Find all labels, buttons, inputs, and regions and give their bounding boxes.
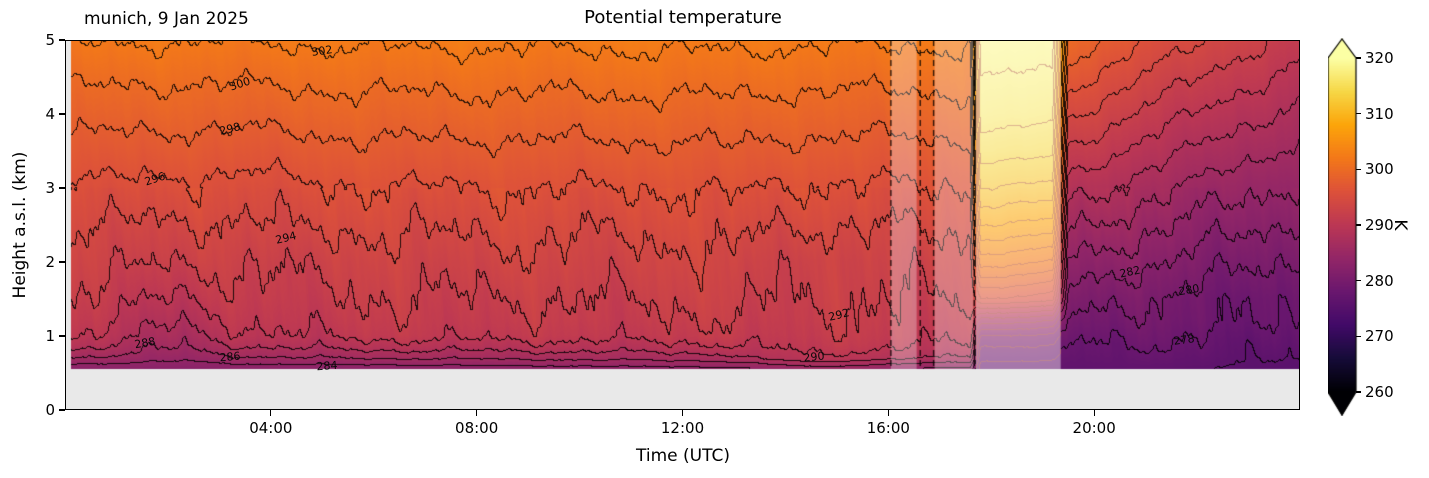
contour-line-label: 284	[316, 358, 339, 373]
station-date-label: munich, 9 Jan 2025	[84, 9, 249, 29]
x-tick-mark	[681, 410, 684, 416]
y-tick-label: 4	[45, 105, 55, 123]
y-tick-mark	[59, 335, 65, 337]
y-tick-mark	[59, 113, 65, 115]
contour-line-label: 278	[1172, 331, 1196, 348]
colorbar-tick-label: 310	[1365, 104, 1394, 123]
x-tick-mark	[476, 410, 478, 416]
x-tick-mark	[887, 410, 889, 416]
x-axis-label: Time (UTC)	[636, 446, 730, 466]
x-tick-label: 20:00	[1072, 419, 1116, 437]
colorbar-axis-label: K	[1390, 219, 1410, 231]
colorbar-tick-label: 290	[1365, 216, 1394, 234]
colorbar-tick-label: 300	[1365, 160, 1394, 179]
y-tick-label: 5	[45, 31, 55, 49]
x-tick-label: 08:00	[455, 419, 499, 437]
chart-title: Potential temperature	[584, 7, 782, 28]
y-tick-label: 0	[45, 401, 55, 419]
y-tick-mark	[59, 261, 65, 263]
y-tick-label: 1	[45, 327, 55, 345]
y-tick-mark	[59, 409, 65, 411]
colorbar-tick-label: 260	[1365, 383, 1394, 401]
contour-line-label: 290	[802, 349, 825, 365]
x-tick-label: 04:00	[249, 419, 293, 437]
colorbar	[1328, 38, 1362, 416]
x-tick-mark	[270, 410, 272, 416]
colorbar-tick-label: 280	[1365, 271, 1394, 290]
y-axis-label: Height a.s.l. (km)	[10, 151, 30, 299]
contour-line-label: 286	[218, 349, 241, 365]
y-tick-label: 2	[45, 253, 55, 271]
x-tick-label: 16:00	[866, 419, 910, 437]
colorbar-tick-label: 270	[1365, 327, 1394, 346]
x-tick-mark	[1093, 410, 1095, 416]
colorbar-tick-label: 320	[1365, 49, 1394, 67]
contour-plot	[65, 40, 1300, 410]
y-tick-mark	[59, 187, 65, 189]
x-tick-label: 12:00	[660, 419, 705, 437]
y-tick-mark	[59, 39, 65, 41]
y-tick-label: 3	[45, 179, 55, 197]
